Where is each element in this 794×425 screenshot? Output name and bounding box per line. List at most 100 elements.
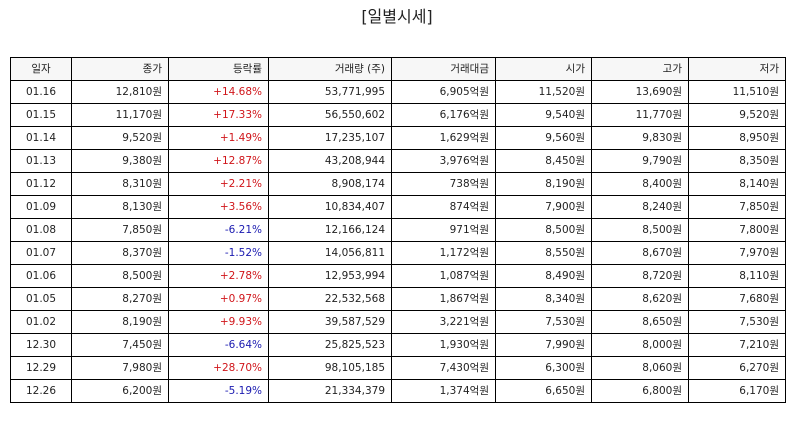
daily-price-table: 일자 종가 등락률 거래량 (주) 거래대금 시가 고가 저가 01.16 12,… <box>10 57 786 403</box>
cell-amount: 874억원 <box>391 195 496 219</box>
cell-change: +2.78% <box>168 264 269 288</box>
table-row: 01.06 8,500원 +2.78% 12,953,994 1,087억원 8,490원… <box>10 264 786 288</box>
cell-date: 01.07 <box>10 241 72 265</box>
cell-change: -1.52% <box>168 241 269 265</box>
table-row: 01.07 8,370원 -1.52% 14,056,811 1,172억원 8,550원… <box>10 241 786 265</box>
cell-date: 01.15 <box>10 103 72 127</box>
cell-change: +0.97% <box>168 287 269 311</box>
cell-open: 8,500원 <box>495 218 592 242</box>
cell-close: 7,850원 <box>71 218 169 242</box>
cell-close: 8,310원 <box>71 172 169 196</box>
header-volume: 거래량 (주) <box>268 57 392 81</box>
header-close: 종가 <box>71 57 169 81</box>
cell-volume: 25,825,523 <box>268 333 392 357</box>
cell-amount: 738억원 <box>391 172 496 196</box>
cell-volume: 43,208,944 <box>268 149 392 173</box>
cell-date: 12.30 <box>10 333 72 357</box>
cell-amount: 3,976억원 <box>391 149 496 173</box>
cell-open: 8,450원 <box>495 149 592 173</box>
table-body: 01.16 12,810원 +14.68% 53,771,995 6,905억원 11,5… <box>10 80 786 403</box>
cell-low: 8,140원 <box>688 172 786 196</box>
cell-change: +14.68% <box>168 80 269 104</box>
cell-high: 9,790원 <box>591 149 689 173</box>
cell-amount: 971억원 <box>391 218 496 242</box>
cell-low: 6,170원 <box>688 379 786 403</box>
cell-volume: 14,056,811 <box>268 241 392 265</box>
cell-volume: 12,166,124 <box>268 218 392 242</box>
cell-change: -5.19% <box>168 379 269 403</box>
table-row: 12.26 6,200원 -5.19% 21,334,379 1,374억원 6,650원… <box>10 379 786 403</box>
cell-amount: 1,172억원 <box>391 241 496 265</box>
cell-close: 7,450원 <box>71 333 169 357</box>
cell-low: 7,680원 <box>688 287 786 311</box>
cell-amount: 1,930억원 <box>391 333 496 357</box>
cell-low: 7,210원 <box>688 333 786 357</box>
cell-amount: 1,374억원 <box>391 379 496 403</box>
cell-low: 6,270원 <box>688 356 786 380</box>
cell-volume: 8,908,174 <box>268 172 392 196</box>
cell-amount: 6,905억원 <box>391 80 496 104</box>
cell-change: +12.87% <box>168 149 269 173</box>
cell-change: +9.93% <box>168 310 269 334</box>
cell-volume: 56,550,602 <box>268 103 392 127</box>
cell-close: 8,190원 <box>71 310 169 334</box>
cell-open: 6,300원 <box>495 356 592 380</box>
cell-change: +28.70% <box>168 356 269 380</box>
cell-date: 12.29 <box>10 356 72 380</box>
cell-date: 01.02 <box>10 310 72 334</box>
cell-high: 6,800원 <box>591 379 689 403</box>
cell-high: 8,650원 <box>591 310 689 334</box>
cell-date: 01.05 <box>10 287 72 311</box>
cell-open: 7,530원 <box>495 310 592 334</box>
cell-high: 8,500원 <box>591 218 689 242</box>
cell-volume: 21,334,379 <box>268 379 392 403</box>
cell-date: 01.14 <box>10 126 72 150</box>
cell-open: 9,560원 <box>495 126 592 150</box>
cell-low: 7,850원 <box>688 195 786 219</box>
cell-amount: 1,867억원 <box>391 287 496 311</box>
cell-change: +2.21% <box>168 172 269 196</box>
cell-high: 11,770원 <box>591 103 689 127</box>
cell-amount: 6,176억원 <box>391 103 496 127</box>
cell-amount: 7,430억원 <box>391 356 496 380</box>
table-row: 01.12 8,310원 +2.21% 8,908,174 738억원 8,190원 8,4… <box>10 172 786 196</box>
table-row: 01.09 8,130원 +3.56% 10,834,407 874억원 7,900원 8,… <box>10 195 786 219</box>
header-amount: 거래대금 <box>391 57 496 81</box>
cell-date: 01.08 <box>10 218 72 242</box>
cell-date: 01.09 <box>10 195 72 219</box>
cell-open: 6,650원 <box>495 379 592 403</box>
cell-open: 8,550원 <box>495 241 592 265</box>
cell-close: 8,370원 <box>71 241 169 265</box>
cell-date: 01.12 <box>10 172 72 196</box>
page-title: [일별시세] <box>361 7 433 26</box>
table-row: 12.29 7,980원 +28.70% 98,105,185 7,430억원 6,300… <box>10 356 786 380</box>
table-row: 12.30 7,450원 -6.64% 25,825,523 1,930억원 7,990원… <box>10 333 786 357</box>
cell-high: 8,000원 <box>591 333 689 357</box>
table-row: 01.02 8,190원 +9.93% 39,587,529 3,221억원 7,530원… <box>10 310 786 334</box>
cell-volume: 98,105,185 <box>268 356 392 380</box>
cell-close: 6,200원 <box>71 379 169 403</box>
table-header-row: 일자 종가 등락률 거래량 (주) 거래대금 시가 고가 저가 <box>10 57 786 81</box>
cell-high: 8,060원 <box>591 356 689 380</box>
cell-close: 8,270원 <box>71 287 169 311</box>
cell-change: -6.64% <box>168 333 269 357</box>
cell-volume: 53,771,995 <box>268 80 392 104</box>
table-row: 01.14 9,520원 +1.49% 17,235,107 1,629억원 9,560원… <box>10 126 786 150</box>
cell-high: 9,830원 <box>591 126 689 150</box>
header-change: 등락률 <box>168 57 269 81</box>
cell-high: 8,240원 <box>591 195 689 219</box>
cell-low: 7,800원 <box>688 218 786 242</box>
cell-amount: 1,087억원 <box>391 264 496 288</box>
header-high: 고가 <box>591 57 689 81</box>
cell-open: 7,900원 <box>495 195 592 219</box>
cell-volume: 17,235,107 <box>268 126 392 150</box>
table-row: 01.15 11,170원 +17.33% 56,550,602 6,176억원 9,54… <box>10 103 786 127</box>
cell-open: 8,490원 <box>495 264 592 288</box>
cell-low: 9,520원 <box>688 103 786 127</box>
cell-open: 9,540원 <box>495 103 592 127</box>
cell-low: 8,950원 <box>688 126 786 150</box>
cell-close: 11,170원 <box>71 103 169 127</box>
cell-open: 8,190원 <box>495 172 592 196</box>
cell-open: 11,520원 <box>495 80 592 104</box>
